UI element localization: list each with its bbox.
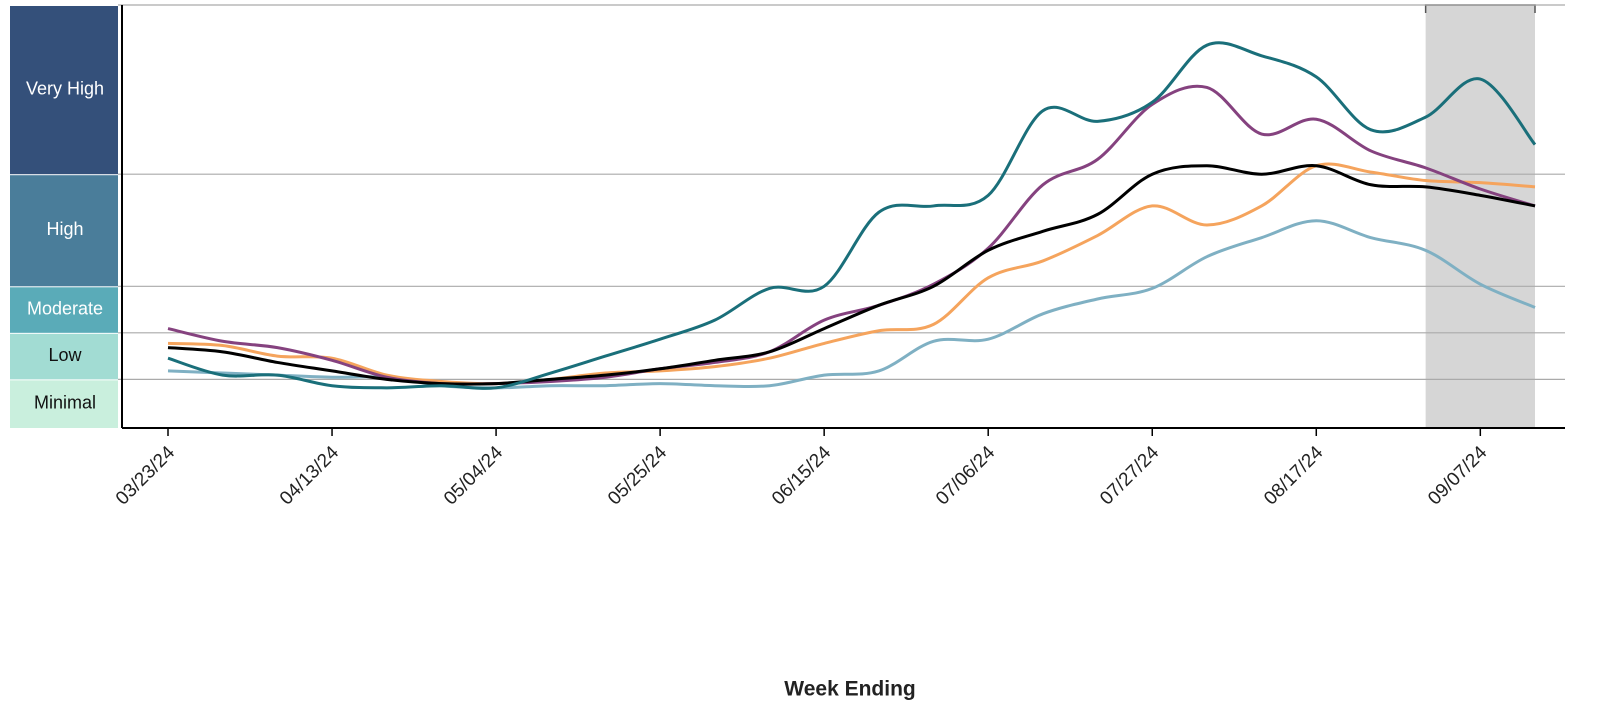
level-band bbox=[10, 287, 118, 333]
level-band bbox=[10, 6, 118, 175]
level-band bbox=[10, 380, 118, 428]
x-tick-label: 09/07/24 bbox=[1424, 442, 1491, 509]
x-axis-title: Week Ending bbox=[784, 678, 915, 701]
x-tick-label: 05/25/24 bbox=[604, 442, 671, 509]
level-label: Minimal bbox=[34, 392, 96, 412]
series-line bbox=[167, 164, 1536, 386]
x-tick-label: 04/13/24 bbox=[276, 442, 343, 509]
x-tick-label: 06/15/24 bbox=[768, 442, 835, 509]
series-line bbox=[167, 41, 1537, 390]
level-band bbox=[10, 333, 118, 380]
x-tick-label: 03/23/24 bbox=[112, 442, 179, 509]
series-line bbox=[167, 219, 1536, 390]
level-label: Low bbox=[48, 345, 82, 365]
x-tick-label: 05/04/24 bbox=[440, 442, 507, 509]
x-tick-label: 07/27/24 bbox=[1096, 442, 1163, 509]
series-line bbox=[167, 84, 1536, 386]
series-line bbox=[167, 162, 1536, 386]
x-tick-label: 07/06/24 bbox=[932, 442, 999, 509]
level-label: Moderate bbox=[27, 298, 103, 318]
level-band bbox=[10, 175, 118, 287]
level-label: High bbox=[46, 219, 83, 239]
x-tick-label: 08/17/24 bbox=[1260, 442, 1327, 509]
level-label: Very High bbox=[26, 78, 104, 98]
shaded-region bbox=[1425, 5, 1535, 428]
